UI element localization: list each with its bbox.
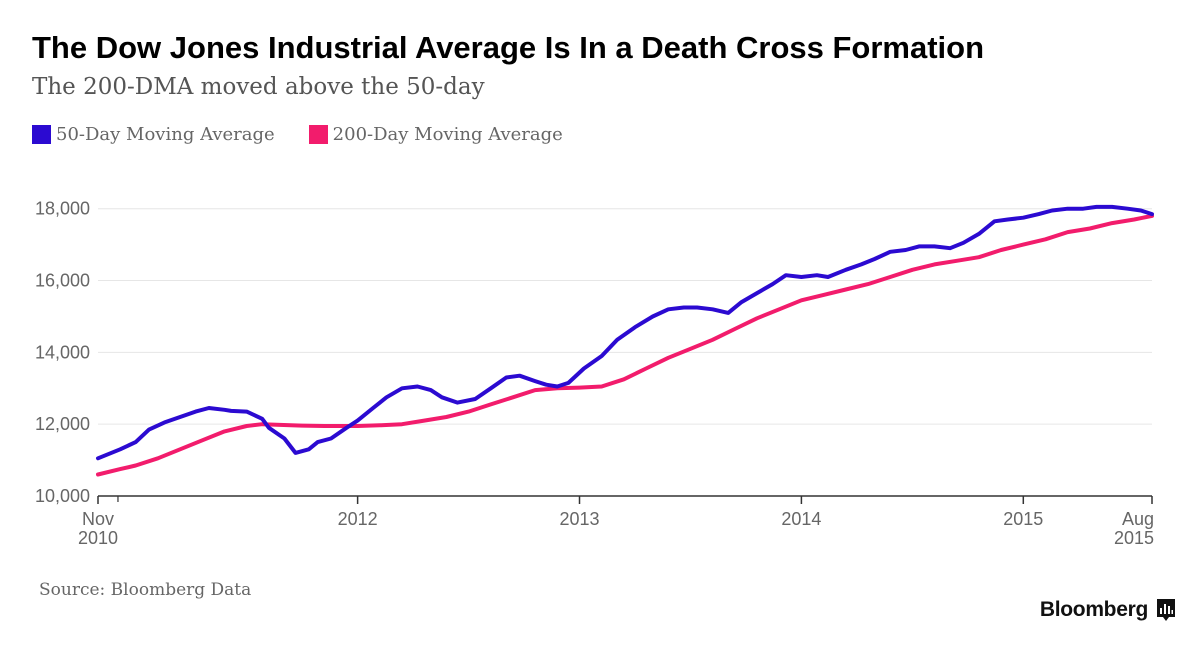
- series-line-50-day: [96, 204, 1154, 461]
- x-tick-label: Nov: [82, 509, 114, 529]
- y-tick-label: 10,000: [35, 486, 90, 506]
- y-tick-label: 18,000: [35, 199, 90, 219]
- x-tick-label: 2013: [559, 509, 599, 529]
- x-tick-label: 2012: [338, 509, 378, 529]
- x-tick-label: 2014: [781, 509, 821, 529]
- bloomberg-logo-icon: [1157, 599, 1175, 621]
- y-tick-label: 14,000: [35, 342, 90, 362]
- legend-label-200-day: 200-Day Moving Average: [332, 124, 563, 145]
- legend: 50-Day Moving Average 200-Day Moving Ave…: [32, 124, 597, 145]
- x-tick-label-year: 2015: [1114, 528, 1154, 548]
- y-tick-label: 12,000: [35, 414, 90, 434]
- y-tick-label: 16,000: [35, 271, 90, 291]
- bloomberg-logo: Bloomberg: [1040, 598, 1176, 622]
- x-tick-label-year: 2010: [78, 528, 118, 548]
- brand-name: Bloomberg: [1039, 598, 1148, 621]
- legend-swatch-200-day: [308, 125, 328, 144]
- legend-swatch-50-day: [32, 125, 51, 144]
- legend-item-50-day: 50-Day Moving Average: [32, 124, 275, 145]
- x-tick-label: Aug: [1122, 509, 1154, 529]
- legend-item-200-day: 200-Day Moving Average: [308, 124, 563, 145]
- x-tick-label: 2015: [1003, 509, 1043, 529]
- legend-label-50-day: 50-Day Moving Average: [56, 124, 275, 145]
- chart-subtitle: The 200-DMA moved above the 50-day: [32, 74, 485, 100]
- source-note: Source: Bloomberg Data: [39, 580, 252, 600]
- chart-title: The Dow Jones Industrial Average Is In a…: [32, 30, 985, 65]
- series-line-200-day: [96, 213, 1154, 477]
